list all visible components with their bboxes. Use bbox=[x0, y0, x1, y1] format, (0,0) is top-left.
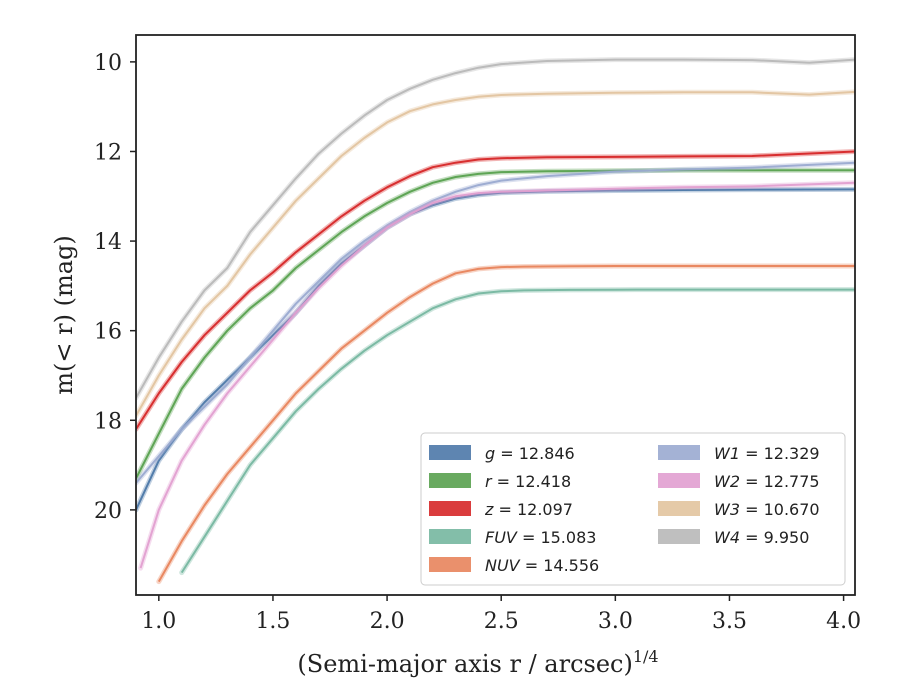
series-line-w3 bbox=[136, 90, 855, 417]
legend-entry-w1: W1 = 12.329 bbox=[714, 444, 820, 463]
legend-entry-r: r = 12.418 bbox=[485, 472, 571, 491]
series-line-fuv bbox=[180, 288, 855, 574]
legend-swatch-z bbox=[429, 501, 471, 516]
x-tick-label: 3.5 bbox=[712, 609, 747, 634]
y-axis-label: m(< r) (mag) bbox=[50, 235, 78, 394]
series-line-w1 bbox=[136, 161, 855, 484]
x-tick-label: 4.0 bbox=[826, 609, 861, 634]
legend-swatch-fuv bbox=[429, 529, 471, 544]
legend-swatch-g bbox=[429, 445, 471, 460]
y-tick-label: 16 bbox=[94, 320, 122, 345]
legend-entry-fuv: FUV = 15.083 bbox=[485, 528, 596, 547]
series-line-w2 bbox=[139, 181, 855, 569]
x-tick-label: 2.5 bbox=[484, 609, 519, 634]
legend: g = 12.846 r = 12.418 z = 12.097 FUV = 15.0… bbox=[420, 432, 846, 586]
y-ticks: 10 12 14 16 18 20 bbox=[94, 51, 136, 524]
y-tick-label: 18 bbox=[94, 409, 122, 434]
legend-swatch-r bbox=[429, 473, 471, 488]
legend-entry-w2: W2 = 12.775 bbox=[714, 472, 820, 491]
plot-frame bbox=[135, 34, 856, 596]
series-line-r bbox=[136, 169, 855, 479]
x-ticks: 1.0 1.5 2.0 2.5 3.0 3.5 4.0 bbox=[141, 595, 861, 634]
legend-swatch-w4 bbox=[658, 529, 700, 544]
legend-swatch-w2 bbox=[658, 473, 700, 488]
y-tick-label: 14 bbox=[94, 230, 122, 255]
series-layer bbox=[136, 57, 855, 585]
series-line-z bbox=[136, 150, 855, 430]
legend-entry-nuv: NUV = 14.556 bbox=[485, 556, 599, 575]
legend-swatch-nuv bbox=[429, 557, 471, 572]
series-band-r bbox=[136, 167, 855, 481]
legend-entry-g: g = 12.846 bbox=[485, 444, 575, 463]
legend-entry-w3: W3 = 10.670 bbox=[714, 500, 820, 519]
series-band-w4 bbox=[136, 57, 855, 401]
x-tick-label: 1.0 bbox=[141, 609, 176, 634]
y-tick-label: 10 bbox=[94, 51, 122, 76]
x-axis-label: (Semi-major axis r / arcsec)1/4 bbox=[297, 647, 658, 678]
series-line-w4 bbox=[136, 58, 855, 399]
y-tick-label: 20 bbox=[94, 499, 122, 524]
legend-entry-w4: W4 = 9.950 bbox=[714, 528, 809, 547]
legend-entry-z: z = 12.097 bbox=[484, 500, 573, 519]
x-tick-label: 2.0 bbox=[370, 609, 405, 634]
series-line-nuv bbox=[157, 265, 855, 583]
x-tick-label: 3.0 bbox=[598, 609, 633, 634]
y-tick-label: 12 bbox=[94, 140, 122, 165]
x-tick-label: 1.5 bbox=[255, 609, 290, 634]
legend-swatch-w1 bbox=[658, 445, 700, 460]
legend-box bbox=[420, 432, 846, 586]
legend-swatch-w3 bbox=[658, 501, 700, 516]
